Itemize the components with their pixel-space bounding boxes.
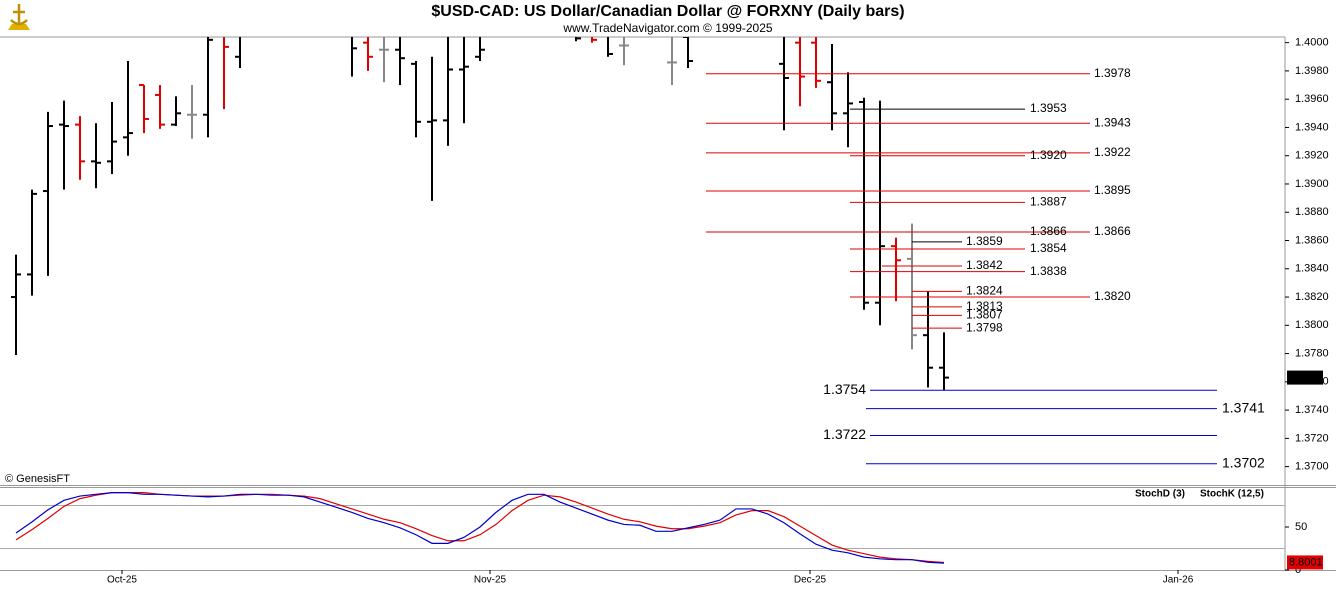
level-label: 1.3798 [966, 320, 1003, 334]
y-tick-label: 1.3800 [1295, 319, 1329, 331]
y-tick-label: 1.3880 [1295, 206, 1329, 218]
last-price-box [1287, 370, 1323, 385]
y-tick-label: 0 [1295, 564, 1301, 576]
credit: © GenesisFT [5, 473, 70, 485]
level-label: 1.3953 [1030, 101, 1067, 115]
y-tick-label: 1.3860 [1295, 234, 1329, 246]
y-tick-label: 1.3780 [1295, 347, 1329, 359]
chart-subtitle: www.TradeNavigator.com © 1999-2025 [562, 21, 772, 35]
level-label: 1.3866 [1094, 224, 1131, 238]
level-label: 1.3887 [1030, 195, 1067, 209]
y-tick-label: 1.3940 [1295, 121, 1329, 133]
level-label: 1.3722 [823, 426, 866, 442]
last-value-box [1287, 555, 1323, 570]
y-tick-label: 1.3960 [1295, 93, 1329, 105]
level-label: 1.3943 [1094, 115, 1131, 129]
y-tick-label: 1.3720 [1295, 432, 1329, 444]
level-label: 1.3866 [1030, 224, 1067, 238]
level-label: 1.3978 [1094, 66, 1131, 80]
y-tick-label: 1.3920 [1295, 150, 1329, 162]
x-tick-label: Dec-25 [794, 575, 827, 586]
logo [8, 4, 30, 30]
y-tick-label: 1.3900 [1295, 178, 1329, 190]
level-label: 1.3922 [1094, 145, 1131, 159]
level-label: 1.3854 [1030, 241, 1067, 255]
level-label: 1.3813 [966, 299, 1003, 313]
level-label: 1.3807 [966, 308, 1003, 322]
level-label: 1.3838 [1030, 264, 1067, 278]
last-price: 1.3763 [1289, 371, 1323, 383]
y-tick-label: 1.3700 [1295, 461, 1329, 473]
chart-title: $USD-CAD: US Dollar/Canadian Dollar @ FO… [431, 3, 904, 20]
x-tick-label: Oct-25 [107, 575, 137, 586]
level-label: 1.3920 [1030, 148, 1067, 162]
legend-entry: StochK (12,5) [1200, 489, 1264, 500]
x-tick-label: Jan-26 [1163, 575, 1194, 586]
level-label: 1.3741 [1222, 399, 1265, 415]
legend-entry: StochD (3) [1135, 489, 1185, 500]
y-tick-label: 1.3820 [1295, 291, 1329, 303]
level-label: 1.3754 [823, 381, 866, 397]
level-label: 1.3702 [1222, 455, 1265, 471]
price-panel [11, 37, 949, 391]
y-tick-label: 1.3840 [1295, 263, 1329, 275]
x-tick-label: Nov-25 [474, 575, 507, 586]
y-tick-label: 50 [1295, 521, 1307, 533]
level-label: 1.3859 [966, 234, 1003, 248]
y-tick-label: 1.3980 [1295, 65, 1329, 77]
stoch-line [15, 492, 945, 564]
level-label: 1.3824 [966, 284, 1003, 298]
last-value: 8.8001 [1289, 556, 1323, 568]
y-tick-label: 1.3740 [1295, 404, 1329, 416]
level-label: 1.3895 [1094, 183, 1131, 197]
y-tick-label: 1.4000 [1295, 37, 1329, 49]
level-label: 1.3820 [1094, 289, 1131, 303]
level-label: 1.3842 [966, 258, 1003, 272]
